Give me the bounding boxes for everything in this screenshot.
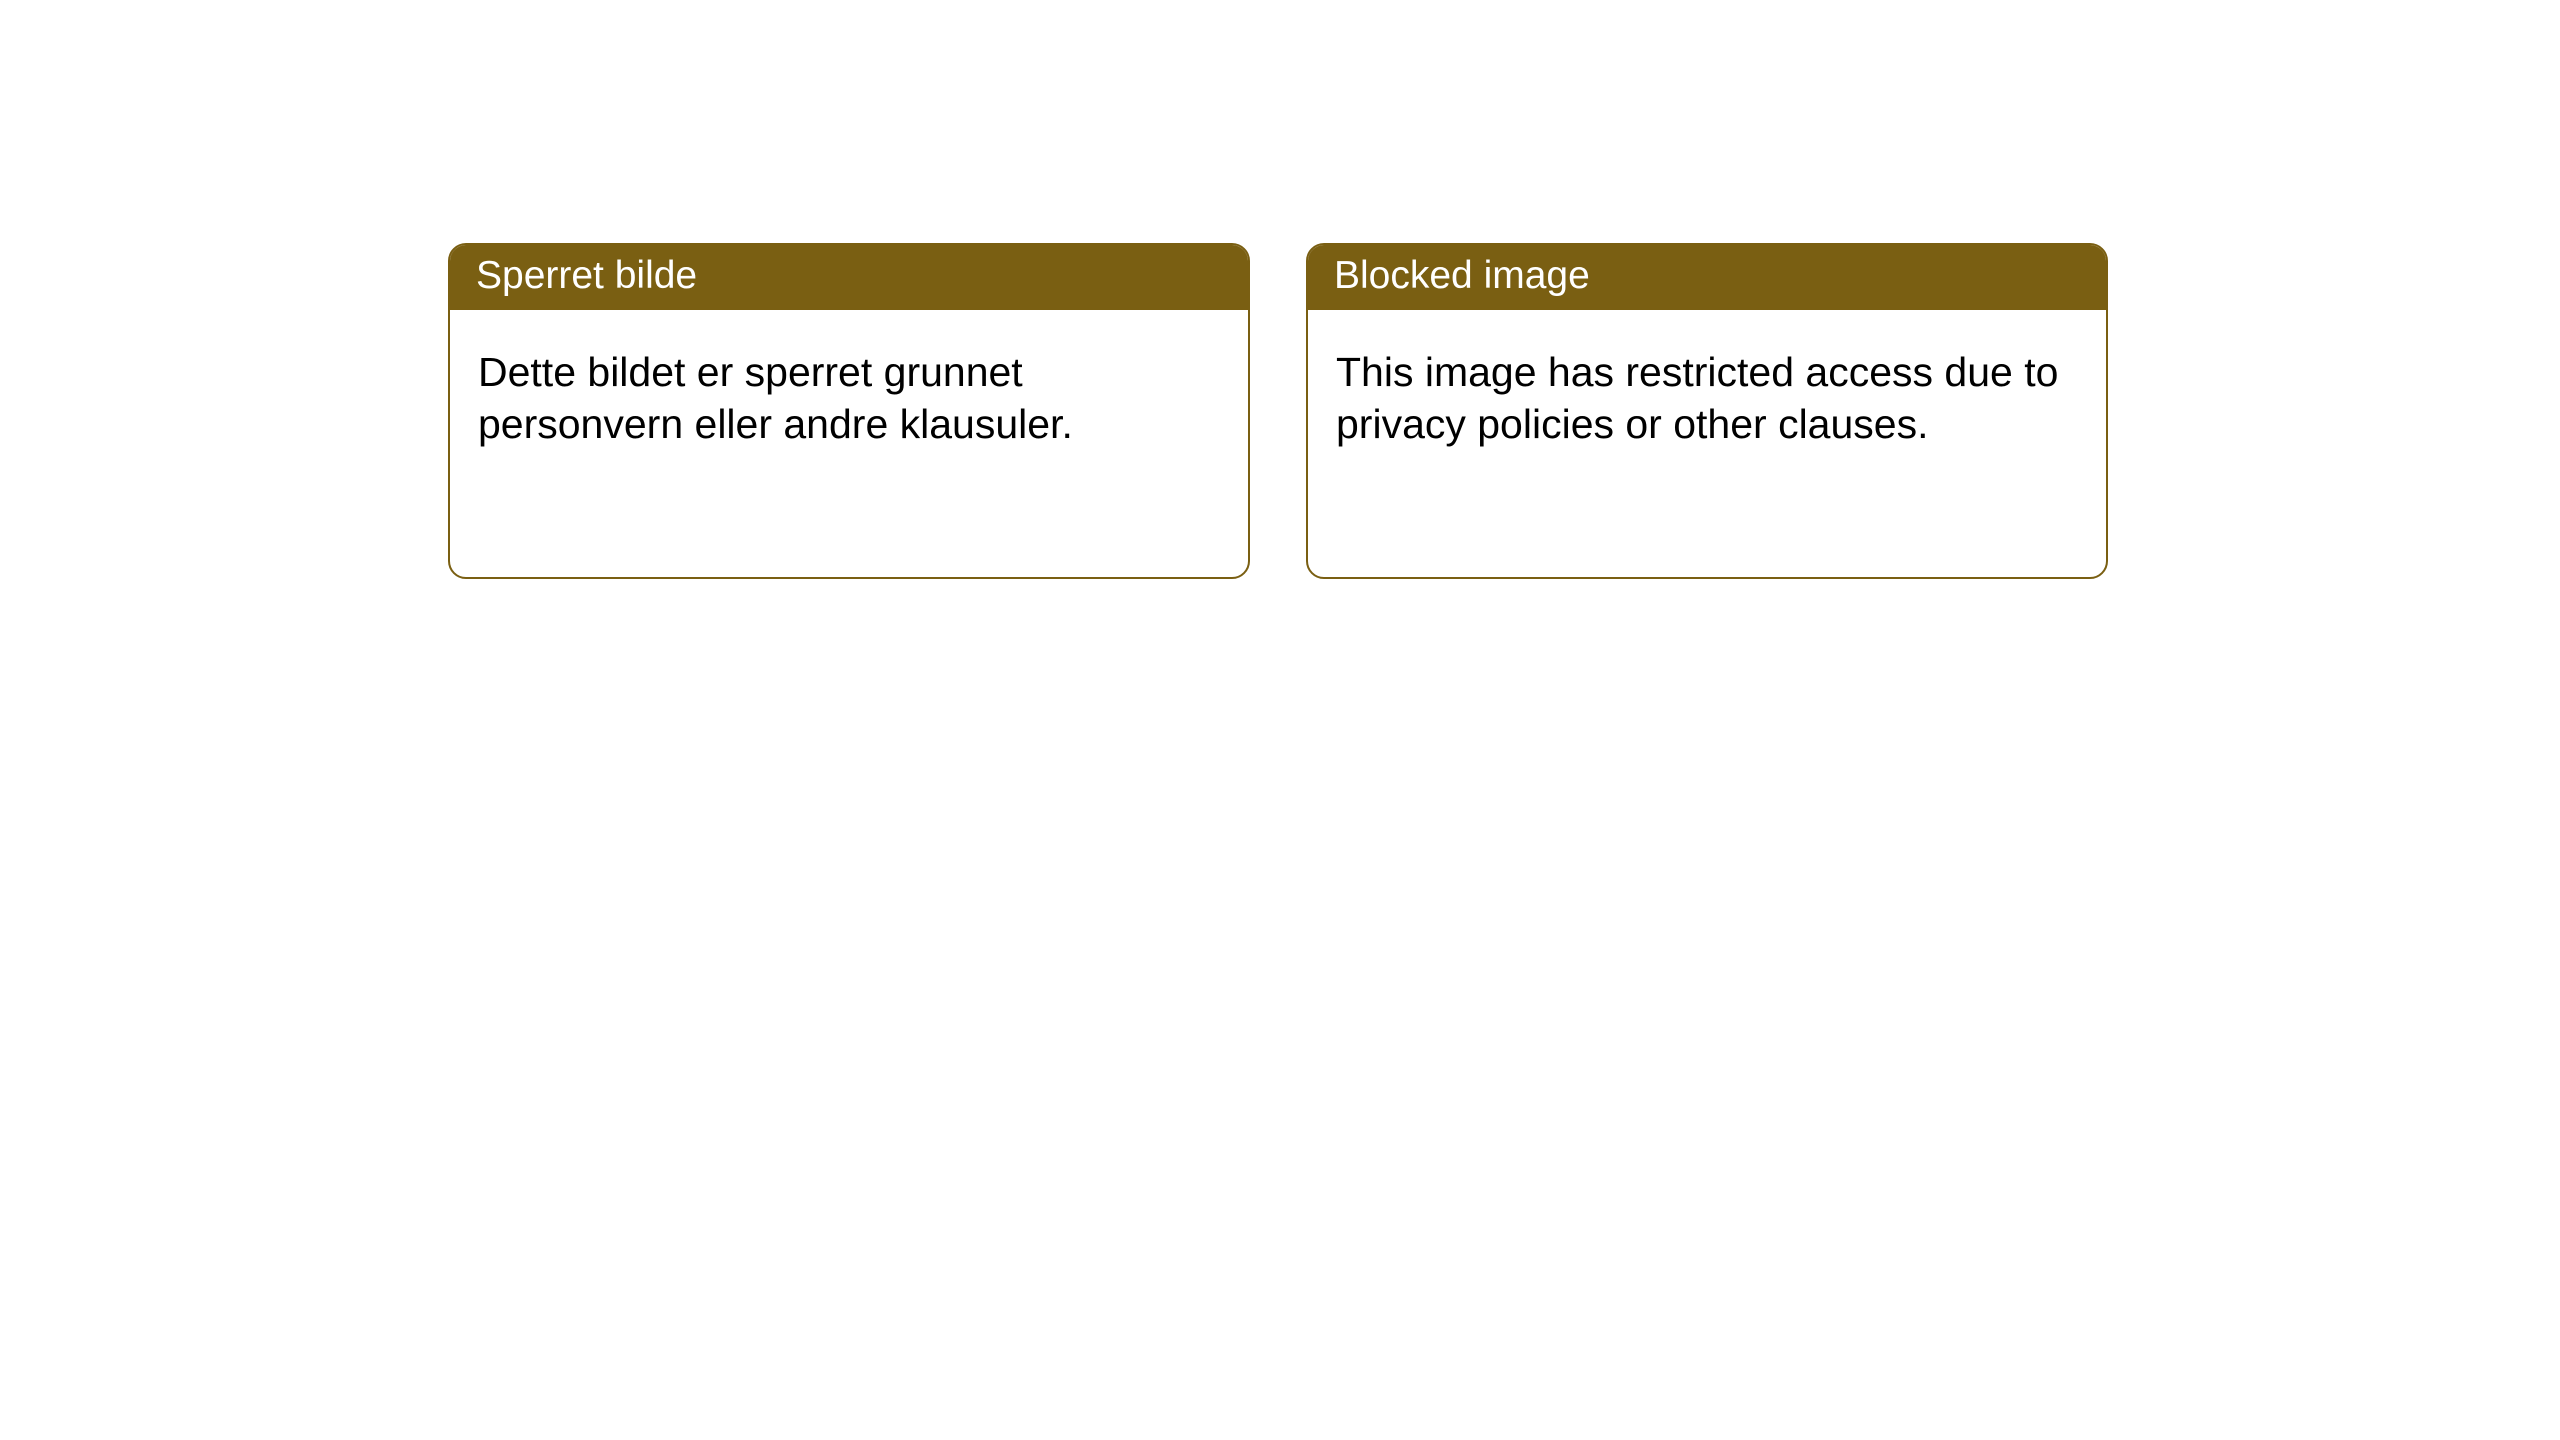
notice-body: This image has restricted access due to … bbox=[1308, 310, 2106, 487]
notice-card-norwegian: Sperret bilde Dette bildet er sperret gr… bbox=[448, 243, 1250, 579]
notice-body: Dette bildet er sperret grunnet personve… bbox=[450, 310, 1248, 487]
notice-card-english: Blocked image This image has restricted … bbox=[1306, 243, 2108, 579]
notice-header: Sperret bilde bbox=[450, 245, 1248, 310]
notice-container: Sperret bilde Dette bildet er sperret gr… bbox=[448, 243, 2108, 579]
notice-header: Blocked image bbox=[1308, 245, 2106, 310]
